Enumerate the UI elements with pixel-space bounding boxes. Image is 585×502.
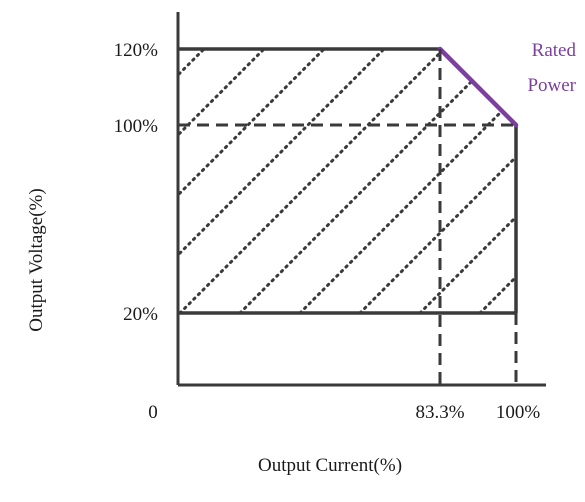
y-tick-label: 20% — [123, 304, 158, 325]
hatch-fill — [0, 49, 516, 313]
origin-label: 0 — [148, 402, 158, 423]
rated-power-annotation-line2: Power — [527, 75, 576, 96]
hatch-line — [178, 49, 446, 313]
hatch-line — [178, 49, 326, 313]
hatch-line — [238, 49, 506, 313]
hatch-line — [0, 49, 144, 313]
x-axis-title: Output Current(%) — [258, 455, 402, 476]
y-tick-label: 100% — [114, 116, 159, 137]
x-tick-label: 83.3% — [415, 402, 464, 423]
y-axis-title: Output Voltage(%) — [26, 188, 47, 331]
hatch-line — [178, 49, 266, 313]
x-tick-label: 100% — [496, 402, 541, 423]
hatch-line — [298, 49, 516, 313]
rated-power-annotation-line1: Rated — [532, 40, 577, 61]
hatch-line — [178, 49, 386, 313]
rated-power-line — [437, 46, 519, 128]
y-tick-label: 120% — [114, 40, 159, 61]
